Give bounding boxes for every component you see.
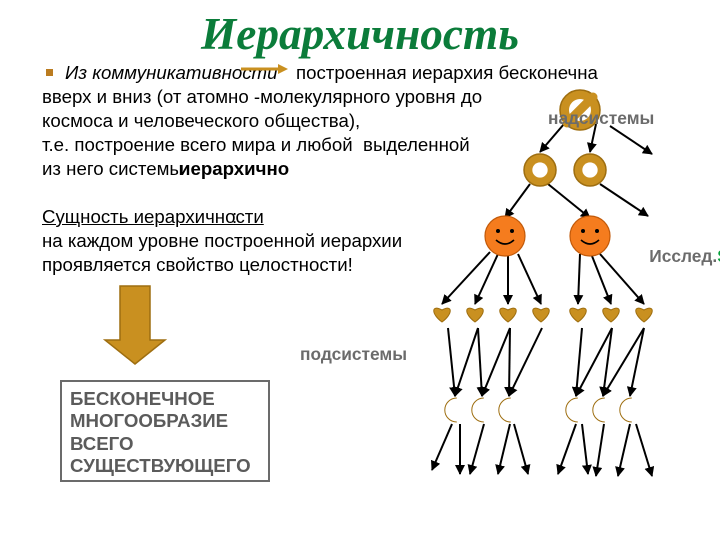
box-line: СУЩЕСТВУЮЩЕГО xyxy=(70,455,260,477)
box-line: БЕСКОНЕЧНОЕ xyxy=(70,388,260,410)
label-issled-s: Исслед.S xyxy=(630,225,720,288)
label-podsistemy: подсистемы xyxy=(300,344,407,365)
infinite-diversity-box: БЕСКОНЕЧНОЕМНОГООБРАЗИЕВСЕГОСУЩЕСТВУЮЩЕГ… xyxy=(60,380,270,482)
box-line: МНОГООБРАЗИЕ xyxy=(70,410,260,432)
label-issled-prefix: Исслед. xyxy=(649,246,717,266)
box-line: ВСЕГО xyxy=(70,433,260,455)
slide-root: Иерархичность Из коммуникативностипостро… xyxy=(0,0,720,540)
label-nadsistemy: надсистемы xyxy=(548,108,654,129)
